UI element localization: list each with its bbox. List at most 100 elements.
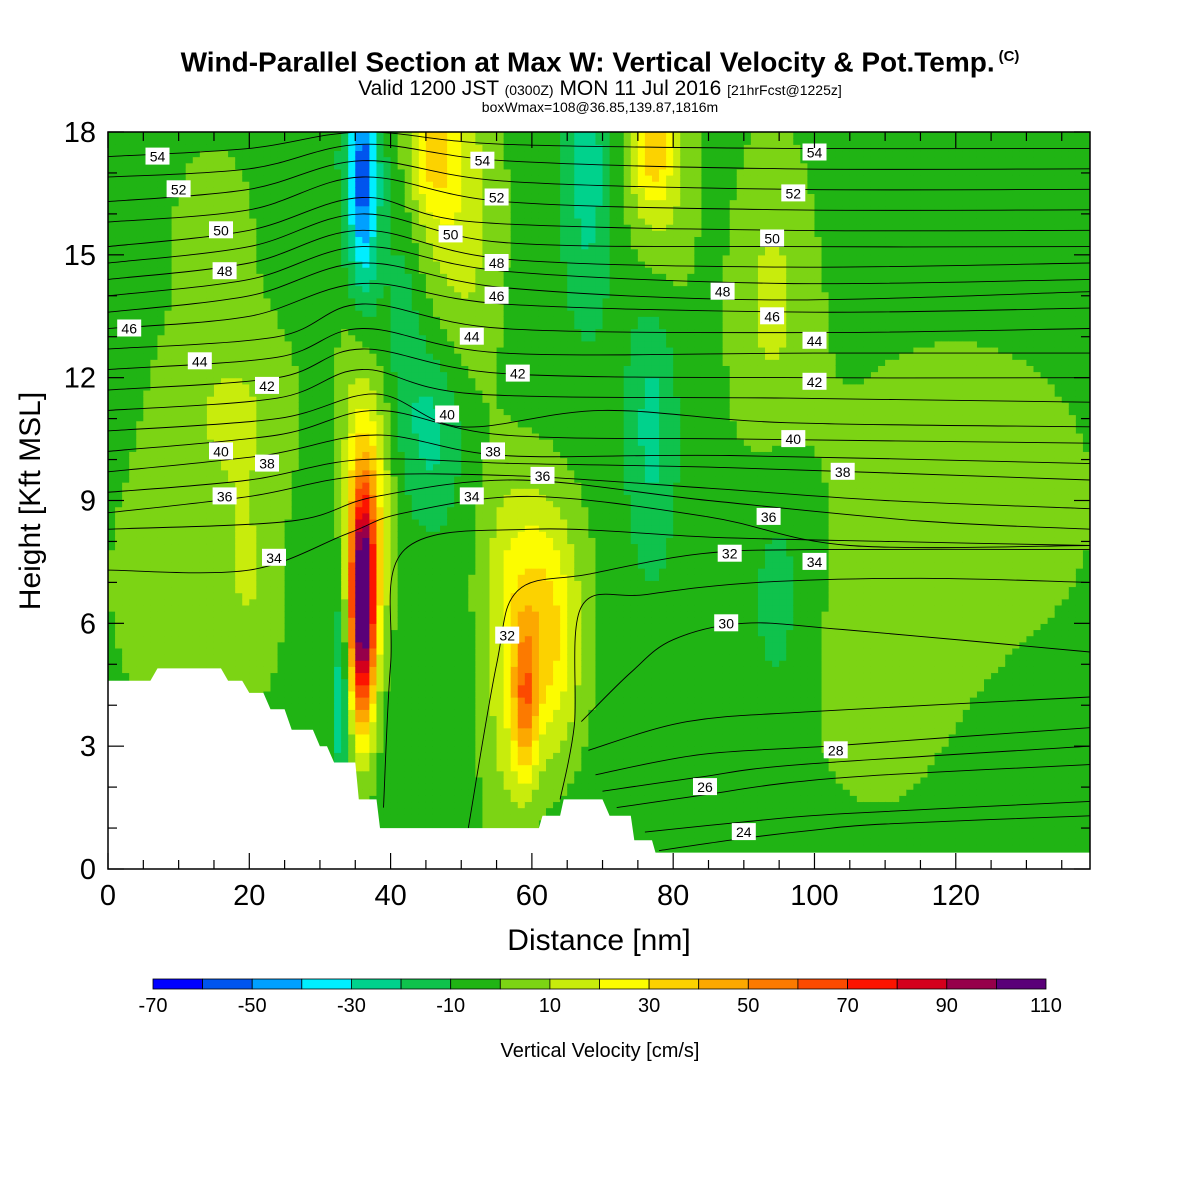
velocity-cell: [355, 740, 363, 747]
velocity-cell: [319, 592, 328, 600]
velocity-cell: [249, 267, 257, 274]
velocity-cell: [164, 518, 173, 526]
velocity-cell: [319, 162, 328, 170]
velocity-cell: [150, 451, 159, 459]
velocity-cell: [213, 463, 222, 471]
velocity-cell: [291, 531, 300, 538]
velocity-cell: [390, 580, 399, 588]
velocity-cell: [192, 500, 201, 508]
velocity-cell: [108, 211, 116, 219]
velocity-cell: [164, 531, 173, 538]
velocity-cell: [341, 432, 349, 440]
velocity-cell: [206, 396, 215, 403]
velocity-cell: [157, 641, 166, 649]
velocity-cell: [108, 635, 116, 643]
velocity-cell: [376, 310, 385, 317]
velocity-cell: [305, 555, 314, 563]
velocity-cell: [376, 807, 385, 815]
velocity-cell: [355, 285, 363, 293]
velocity-cell: [249, 451, 257, 459]
velocity-cell: [228, 414, 236, 422]
velocity-cell: [129, 635, 137, 643]
velocity-cell: [319, 217, 328, 225]
velocity-cell: [362, 617, 370, 624]
velocity-cell: [192, 224, 201, 231]
velocity-cell: [355, 168, 363, 176]
velocity-cell: [185, 469, 194, 477]
velocity-cell: [390, 801, 399, 809]
velocity-cell: [178, 604, 187, 612]
velocity-cell: [108, 365, 116, 373]
velocity-cell: [376, 426, 385, 434]
velocity-cell: [129, 291, 137, 299]
velocity-cell: [397, 789, 406, 796]
velocity-cell: [249, 408, 257, 416]
velocity-cell: [206, 383, 215, 391]
velocity-cell: [185, 463, 194, 471]
velocity-cell: [277, 537, 286, 545]
velocity-cell: [213, 316, 222, 323]
velocity-cell: [256, 611, 265, 618]
velocity-cell: [221, 629, 229, 637]
velocity-cell: [164, 236, 173, 244]
velocity-cell: [235, 322, 243, 330]
velocity-cell: [143, 488, 151, 495]
velocity-cell: [362, 346, 370, 354]
velocity-cell: [319, 193, 328, 201]
velocity-cell: [178, 371, 187, 379]
velocity-cell: [143, 310, 151, 317]
velocity-cell: [206, 285, 215, 293]
velocity-cell: [376, 439, 385, 446]
velocity-cell: [157, 211, 166, 219]
velocity-cell: [397, 776, 406, 784]
velocity-cell: [171, 457, 180, 465]
velocity-cell: [192, 598, 201, 606]
velocity-cell: [157, 187, 166, 195]
velocity-cell: [298, 162, 307, 170]
velocity-cell: [383, 512, 392, 520]
velocity-cell: [192, 439, 201, 446]
velocity-cell: [341, 248, 349, 256]
velocity-cell: [129, 144, 137, 152]
velocity-cell: [150, 654, 159, 661]
velocity-cell: [122, 383, 130, 391]
velocity-cell: [263, 623, 272, 631]
velocity-cell: [376, 469, 385, 477]
velocity-cell: [143, 494, 151, 502]
velocity-cell: [235, 334, 243, 342]
velocity-cell: [369, 475, 378, 483]
velocity-cell: [270, 426, 279, 434]
velocity-cell: [362, 193, 370, 201]
velocity-cell: [376, 267, 385, 274]
velocity-cell: [312, 445, 321, 452]
velocity-cell: [383, 279, 392, 287]
velocity-cell: [242, 611, 250, 618]
velocity-cell: [284, 500, 293, 508]
velocity-cell: [192, 623, 201, 631]
velocity-cell: [115, 561, 123, 569]
velocity-cell: [348, 402, 356, 409]
velocity-cell: [305, 469, 314, 477]
velocity-cell: [164, 482, 173, 489]
velocity-cell: [277, 371, 286, 379]
velocity-cell: [284, 217, 293, 225]
velocity-cell: [171, 377, 180, 385]
velocity-cell: [221, 580, 229, 588]
velocity-cell: [115, 647, 123, 655]
velocity-cell: [270, 242, 279, 250]
velocity-cell: [263, 144, 272, 152]
velocity-cell: [242, 346, 250, 354]
velocity-cell: [263, 174, 272, 182]
velocity-cell: [242, 230, 250, 238]
velocity-cell: [362, 727, 370, 735]
velocity-cell: [369, 254, 378, 262]
velocity-cell: [390, 617, 399, 624]
velocity-cell: [319, 660, 328, 667]
velocity-cell: [390, 752, 399, 760]
velocity-cell: [312, 451, 321, 459]
velocity-cell: [256, 205, 265, 213]
velocity-cell: [185, 494, 194, 502]
velocity-cell: [235, 555, 243, 563]
velocity-cell: [235, 365, 243, 373]
velocity-cell: [312, 678, 321, 686]
